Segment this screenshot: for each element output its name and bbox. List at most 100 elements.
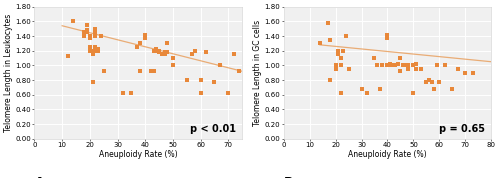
Point xyxy=(169,57,177,59)
Point xyxy=(332,64,340,67)
Point xyxy=(136,70,143,73)
Point xyxy=(402,64,409,67)
Point xyxy=(428,80,436,83)
Y-axis label: Telomere Length in GC cells: Telomere Length in GC cells xyxy=(254,20,262,126)
Point xyxy=(384,36,392,39)
Point xyxy=(336,92,344,95)
Point xyxy=(469,71,477,74)
Point xyxy=(88,51,96,54)
Point xyxy=(404,64,412,67)
Point xyxy=(80,35,88,37)
Point xyxy=(224,92,232,95)
Point xyxy=(164,42,172,45)
Point xyxy=(86,49,94,52)
Point xyxy=(188,53,196,56)
Point xyxy=(334,49,342,52)
Point xyxy=(388,64,396,67)
Point xyxy=(128,92,136,95)
Point xyxy=(210,80,218,83)
Point xyxy=(384,33,392,36)
Point xyxy=(412,68,420,70)
Point xyxy=(88,80,96,83)
Point xyxy=(334,53,342,56)
Point xyxy=(386,64,394,67)
Point xyxy=(462,71,469,74)
Point xyxy=(83,31,91,34)
X-axis label: Aneuploidy Rate (%): Aneuploidy Rate (%) xyxy=(348,150,427,159)
Point xyxy=(69,20,77,23)
Point xyxy=(88,49,96,52)
Point xyxy=(86,46,94,48)
Point xyxy=(373,64,381,67)
Point xyxy=(440,64,448,67)
Point xyxy=(384,64,392,67)
Point xyxy=(152,49,160,52)
Text: B: B xyxy=(284,176,293,178)
Point xyxy=(430,87,438,90)
Point xyxy=(169,64,177,67)
Point xyxy=(83,29,91,32)
Y-axis label: Telomere Length in Leukocytes: Telomere Length in Leukocytes xyxy=(4,14,13,132)
Point xyxy=(336,57,344,59)
Point xyxy=(386,62,394,65)
Point xyxy=(142,36,150,39)
Point xyxy=(92,46,100,48)
Text: p < 0.01: p < 0.01 xyxy=(190,124,236,134)
Point xyxy=(133,46,141,48)
Point xyxy=(376,87,384,90)
Point xyxy=(316,42,324,45)
Point xyxy=(388,64,396,67)
Point xyxy=(332,68,340,70)
Point xyxy=(433,64,441,67)
Point xyxy=(196,92,204,95)
Point xyxy=(158,53,166,56)
Point xyxy=(448,87,456,90)
Point xyxy=(83,24,91,27)
Point xyxy=(396,57,404,59)
Point xyxy=(119,92,127,95)
Point xyxy=(164,51,172,54)
Point xyxy=(100,70,108,73)
Point xyxy=(384,35,392,37)
Point xyxy=(399,64,407,67)
Text: p = 0.65: p = 0.65 xyxy=(439,124,485,134)
Point xyxy=(230,53,238,56)
Point xyxy=(394,62,402,65)
Point xyxy=(344,68,352,70)
Point xyxy=(336,64,344,67)
Point xyxy=(370,57,378,59)
Point xyxy=(396,70,404,73)
Point xyxy=(92,49,100,52)
Point xyxy=(88,53,96,56)
Point xyxy=(64,54,72,57)
Point xyxy=(86,48,94,51)
Point xyxy=(340,49,347,52)
Point xyxy=(378,64,386,67)
Point xyxy=(80,31,88,34)
Point xyxy=(410,92,418,95)
Point xyxy=(183,79,191,82)
Point xyxy=(97,35,105,37)
Point xyxy=(92,35,100,37)
Point xyxy=(147,70,155,73)
Point xyxy=(92,31,100,34)
Point xyxy=(417,68,425,70)
Point xyxy=(324,21,332,24)
Point xyxy=(410,64,418,67)
X-axis label: Aneuploidy Rate (%): Aneuploidy Rate (%) xyxy=(99,150,178,159)
Point xyxy=(236,70,244,73)
Point xyxy=(392,64,400,67)
Point xyxy=(160,53,168,56)
Point xyxy=(326,38,334,41)
Point xyxy=(136,42,143,45)
Point xyxy=(454,68,462,70)
Text: A: A xyxy=(34,176,44,178)
Point xyxy=(425,79,433,82)
Point xyxy=(94,48,102,51)
Point xyxy=(216,64,224,67)
Point xyxy=(412,62,420,65)
Point xyxy=(94,49,102,52)
Point xyxy=(202,51,210,54)
Point xyxy=(86,35,94,37)
Point xyxy=(436,80,444,83)
